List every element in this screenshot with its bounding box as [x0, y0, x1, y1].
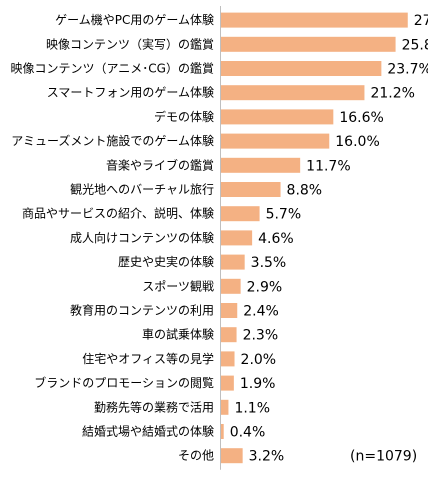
bar — [221, 351, 235, 367]
bar — [221, 375, 234, 391]
category-label: 車の試乗体験 — [142, 327, 214, 342]
bar — [221, 182, 281, 197]
category-label: 結婚式場や結婚式の体験 — [82, 424, 214, 439]
bar — [221, 254, 245, 270]
category-label: 住宅やオフィス等の見学 — [82, 351, 214, 366]
category-label: 映像コンテンツ（実写）の鑑賞 — [46, 36, 214, 51]
bar — [221, 36, 396, 52]
value-label: 8.8% — [287, 183, 323, 199]
bar — [221, 448, 243, 464]
category-label: アミューズメント施設でのゲーム体験 — [11, 133, 214, 148]
category-label: ブランドのプロモーションの閲覧 — [34, 375, 214, 390]
category-label: 成人向けコンテンツの体験 — [70, 230, 214, 245]
bar — [221, 133, 330, 149]
bar — [221, 12, 408, 28]
value-label: 1.9% — [240, 376, 276, 392]
category-label: 教育用のコンテンツの利用 — [70, 303, 214, 318]
bar — [221, 303, 238, 318]
bar — [221, 327, 237, 343]
bar — [221, 109, 334, 125]
category-label: 音楽やライブの鑑賞 — [106, 157, 214, 172]
value-label: 2.0% — [241, 352, 277, 368]
sample-size-note: (n=1079) — [350, 449, 417, 465]
value-labels: 27.6% 25.8% 23.7% 21.2% 16.6% 16.0% 11.7% 8.8% 5… — [230, 13, 428, 465]
bars-group — [221, 12, 408, 464]
value-label: 25.8% — [402, 37, 428, 53]
value-label: 16.6% — [339, 110, 383, 126]
category-label: 観光地へのバーチャル旅行 — [70, 183, 214, 197]
value-label: 2.4% — [243, 304, 279, 320]
value-label: 21.2% — [370, 86, 414, 102]
category-label: スマートフォン用のゲーム体験 — [47, 85, 214, 100]
category-label: 勤務先等の業務で活用 — [94, 400, 214, 414]
bar — [221, 61, 382, 76]
category-label: 商品やサービスの紹介、説明、体験 — [22, 206, 214, 221]
value-label: 5.7% — [266, 207, 302, 223]
category-label: ゲーム機やPC用のゲーム体験 — [55, 12, 214, 27]
value-label: 23.7% — [387, 62, 428, 78]
category-label: 映像コンテンツ（アニメ･CG）の鑑賞 — [11, 61, 214, 76]
value-label: 0.4% — [230, 425, 266, 441]
value-label: 3.5% — [251, 255, 287, 271]
category-label: その他 — [178, 449, 214, 463]
bar — [221, 399, 229, 415]
value-label: 2.3% — [243, 328, 279, 344]
bar — [221, 206, 260, 222]
value-label: 16.0% — [335, 134, 379, 150]
bar — [221, 230, 253, 246]
bar — [221, 85, 365, 101]
category-label: スポーツ観戦 — [142, 279, 214, 293]
value-label: 11.7% — [306, 158, 350, 174]
category-label: デモの体験 — [154, 109, 214, 124]
bar — [221, 278, 241, 294]
value-label: 1.1% — [234, 400, 270, 416]
category-label: 歴史や史実の体験 — [118, 254, 214, 269]
bar — [221, 424, 224, 439]
value-label: 2.9% — [247, 279, 283, 295]
value-label: 3.2% — [249, 449, 285, 465]
value-label: 27.6% — [414, 13, 428, 29]
category-labels: ゲーム機やPC用のゲーム体験映像コンテンツ（実写）の鑑賞映像コンテンツ（アニメ･… — [11, 12, 214, 463]
value-label: 4.6% — [258, 231, 294, 247]
bar — [221, 157, 301, 173]
